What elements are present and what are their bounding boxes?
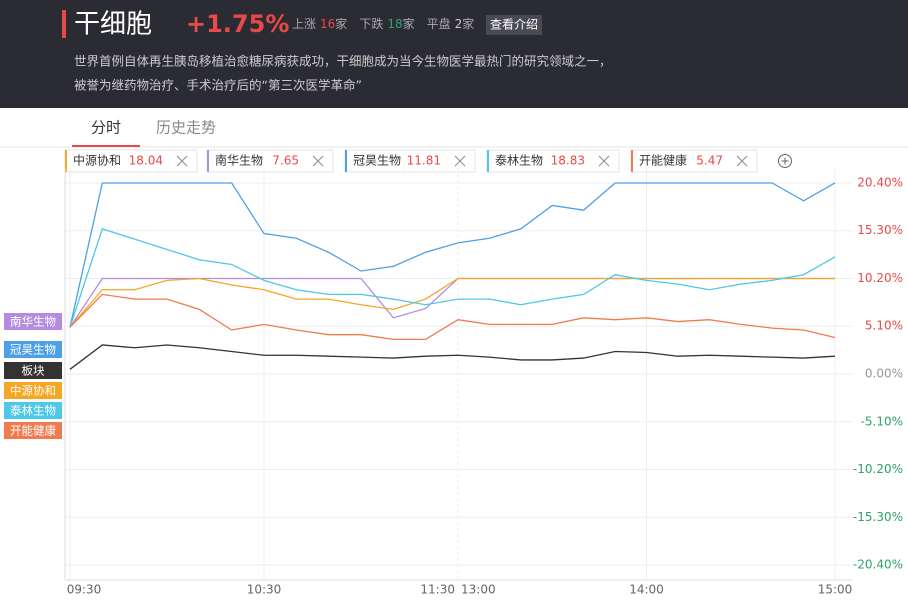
add-icon[interactable] [781,157,789,165]
legend-swatch [4,341,62,358]
intro-button[interactable] [486,15,542,35]
intro-button-label[interactable]: 查看介绍 [490,18,538,32]
legend-label: 冠昊生物 [10,343,56,357]
stock-chip-color [487,150,489,172]
series-line [69,293,836,341]
y-tick-label: -10.20% [853,462,903,476]
stat: 下跌 18家 [359,16,414,31]
legend-label: 泰林生物 [10,404,56,418]
series-line [69,228,836,328]
legend-label: 板块 [22,364,45,378]
description: 被誉为继药物治疗、手术治疗后的“第三次医学革命” [74,78,362,93]
x-tick-label: 15:00 [818,583,853,597]
stock-price: 7.65 [272,154,299,168]
stock-name: 冠昊生物 [353,154,401,168]
tab[interactable]: 分时 [91,119,121,137]
remove-icon[interactable] [454,155,466,167]
remove-icon[interactable] [312,155,324,167]
title-bar [62,10,66,38]
y-tick-label: -15.30% [853,510,903,524]
legend-swatch [4,382,62,399]
legend-swatch [4,422,62,439]
stock-chip-color [65,150,67,172]
title: 干细胞 [74,10,152,40]
header-bg [0,0,908,108]
legend-label: 南华生物 [10,315,56,329]
stat: 平盘 2家 [427,16,475,31]
y-tick-label: -20.40% [853,558,903,572]
y-tick-label: 15.30% [857,223,903,237]
stock-price: 18.04 [129,154,163,168]
legend-label: 开能健康 [10,424,56,438]
remove-icon[interactable] [176,155,188,167]
legend-swatch [4,402,62,419]
stock-price: 18.83 [551,154,585,168]
y-tick-label: -5.10% [861,414,903,428]
tab[interactable]: 历史走势 [156,119,216,137]
remove-icon[interactable] [736,155,748,167]
remove-icon[interactable] [598,155,610,167]
x-tick-label: 10:30 [247,583,282,597]
x-tick-label: 09:30 [67,583,102,597]
stat: 上涨 16家 [292,16,347,31]
tab-underline [72,145,140,147]
x-tick-label: 14:00 [629,583,664,597]
stock-price: 11.81 [407,154,441,168]
y-tick-label: 5.10% [865,319,903,333]
stock-chip-color [207,150,209,172]
legend-swatch [4,362,62,379]
add-icon[interactable] [778,154,792,168]
stock-name: 南华生物 [215,153,263,168]
series-line [69,182,836,328]
x-tick-label: 11:30 [420,583,455,597]
legend-label: 中源协和 [10,384,56,398]
series-line [69,277,835,328]
series-line [69,277,835,328]
stock-name: 泰林生物 [495,154,543,168]
description: 世界首例自体再生胰岛移植治愈糖尿病获成功，干细胞成为当今生物医学最热门的研究领域… [74,54,612,69]
stock-chip-color [345,150,347,172]
series-line [69,344,836,370]
legend-swatch [4,313,62,330]
change: +1.75% [186,10,289,38]
y-tick-label: 20.40% [857,175,903,189]
stock-price: 5.47 [696,154,723,168]
y-tick-label: 0.00% [865,367,903,381]
stock-name: 开能健康 [639,153,687,168]
stock-name: 中源协和 [73,153,121,168]
y-tick-label: 10.20% [857,271,903,285]
stock-chip-color [631,150,633,172]
x-tick-label: 13:00 [461,583,496,597]
